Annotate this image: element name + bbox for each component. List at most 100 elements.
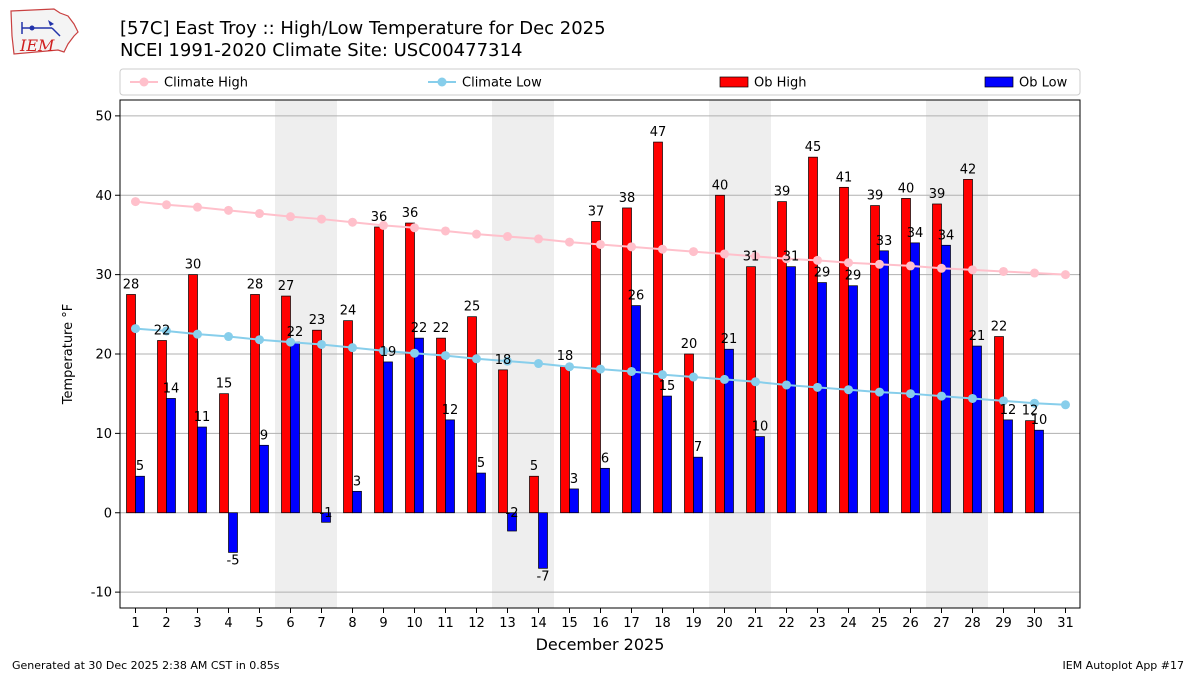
climate-high-point — [875, 259, 884, 269]
climate-high-point — [999, 266, 1008, 276]
y-tick-label: 10 — [95, 427, 112, 442]
climate-high-point — [348, 217, 357, 227]
y-tick-label: 30 — [95, 268, 112, 283]
generated-footer: Generated at 30 Dec 2025 2:38 AM CST in … — [12, 659, 280, 672]
ob-low-bar — [352, 490, 362, 514]
climate-low-point — [720, 374, 729, 384]
climate-low-point — [224, 332, 233, 342]
ob-low-label: 3 — [570, 472, 578, 487]
ob-low-bar — [228, 512, 238, 553]
ob-low-label: -5 — [227, 553, 240, 568]
climate-low-point — [627, 366, 636, 376]
ob-low-label: -1 — [320, 506, 333, 521]
ob-high-bar — [963, 179, 973, 514]
x-tick-label: 7 — [317, 616, 325, 631]
ob-low-bar — [631, 305, 641, 514]
climate-high-point — [937, 263, 946, 273]
climate-low-point — [596, 364, 605, 374]
ob-high-bar — [498, 369, 508, 514]
legend-label: Ob High — [754, 76, 807, 91]
y-axis: -10 0 10 20 30 40 50 — [91, 109, 120, 601]
iem-logo: IEM — [8, 6, 80, 64]
ob-high-bar — [1025, 420, 1035, 514]
ob-low-bar — [786, 266, 796, 514]
ob-low-bar — [445, 419, 455, 514]
ob-low-label: 34 — [938, 228, 955, 243]
climate-low-point — [534, 359, 543, 369]
ob-high-bar — [219, 393, 229, 514]
ob-high-label: 5 — [530, 459, 538, 474]
ob-low-bar — [662, 395, 672, 514]
ob-low-label: 26 — [628, 289, 645, 304]
ob-high-label: 25 — [464, 300, 481, 315]
ob-high-bar — [870, 205, 880, 514]
ob-low-bar — [135, 475, 145, 514]
ob-high-bar — [467, 316, 477, 514]
climate-high-point — [379, 220, 388, 230]
x-tick-label: 25 — [871, 616, 888, 631]
x-tick-label: 27 — [933, 616, 950, 631]
x-tick-label: 31 — [1057, 616, 1074, 631]
ob-low-bar — [1003, 419, 1013, 514]
climate-high-point — [472, 229, 481, 239]
x-tick-label: 14 — [530, 616, 547, 631]
y-tick-label: 40 — [95, 189, 112, 204]
ob-high-label: 15 — [216, 377, 233, 392]
x-tick-label: 1 — [131, 616, 139, 631]
ob-low-bar — [724, 348, 734, 514]
ob-high-label: 40 — [898, 181, 915, 196]
climate-high-point — [503, 232, 512, 242]
ob-low-label: 7 — [694, 440, 702, 455]
climate-low-point — [782, 380, 791, 390]
x-tick-label: 12 — [468, 616, 485, 631]
ob-low-label: 5 — [477, 456, 485, 471]
climate-high-point — [720, 249, 729, 259]
y-tick-label: -10 — [91, 586, 112, 601]
climate-high-point — [1061, 270, 1070, 280]
x-tick-label: 24 — [840, 616, 857, 631]
x-axis: 1 2 3 4 5 6 7 8 9 10 11 12 13 14 15 16 17 18 19 20 21 22 23 24 2… — [131, 608, 1074, 631]
x-tick-label: 16 — [592, 616, 609, 631]
ob-low-bar — [290, 341, 300, 514]
y-tick-label: 0 — [104, 506, 112, 521]
ob-low-label: 29 — [814, 266, 831, 281]
ob-high-label: 22 — [154, 324, 171, 339]
ob-low-label: 3 — [353, 474, 361, 489]
x-tick-label: 6 — [286, 616, 294, 631]
climate-low-point — [689, 372, 698, 382]
legend-marker — [437, 77, 447, 87]
x-tick-label: 28 — [964, 616, 981, 631]
x-tick-label: 18 — [654, 616, 671, 631]
climate-low-point — [131, 324, 140, 334]
ob-high-bar — [808, 156, 818, 514]
x-tick-label: 10 — [406, 616, 423, 631]
climate-low-point — [751, 377, 760, 387]
climate-high-point — [844, 258, 853, 268]
ob-high-label: 18 — [495, 353, 512, 368]
ob-low-bar — [476, 472, 486, 514]
ob-low-bar — [848, 285, 858, 514]
legend: Climate High Climate Low Ob High Ob Low — [119, 68, 1081, 96]
ob-high-bar — [560, 365, 570, 514]
ob-high-label: 23 — [309, 313, 326, 328]
ob-high-label: 39 — [867, 189, 884, 204]
ob-low-label: 12 — [442, 403, 459, 418]
ob-high-label: 12 — [1022, 404, 1039, 419]
climate-high-point — [534, 234, 543, 244]
ob-high-label: 31 — [743, 250, 760, 265]
ob-low-label: 5 — [136, 459, 144, 474]
climate-high-point — [658, 244, 667, 254]
climate-low-point — [193, 329, 202, 339]
ob-high-bar — [312, 329, 322, 514]
ob-high-label: 27 — [278, 279, 295, 294]
ob-low-bar — [321, 512, 331, 523]
x-tick-label: 20 — [716, 616, 733, 631]
climate-low-point — [441, 351, 450, 361]
ob-low-label: 11 — [194, 410, 211, 425]
climate-high-point — [627, 242, 636, 252]
climate-low-point — [348, 343, 357, 353]
chart-subtitle: NCEI 1991-2020 Climate Site: USC00477314 — [120, 40, 523, 61]
y-tick-label: 50 — [95, 109, 112, 124]
y-axis-label: Temperature °F — [61, 304, 76, 405]
